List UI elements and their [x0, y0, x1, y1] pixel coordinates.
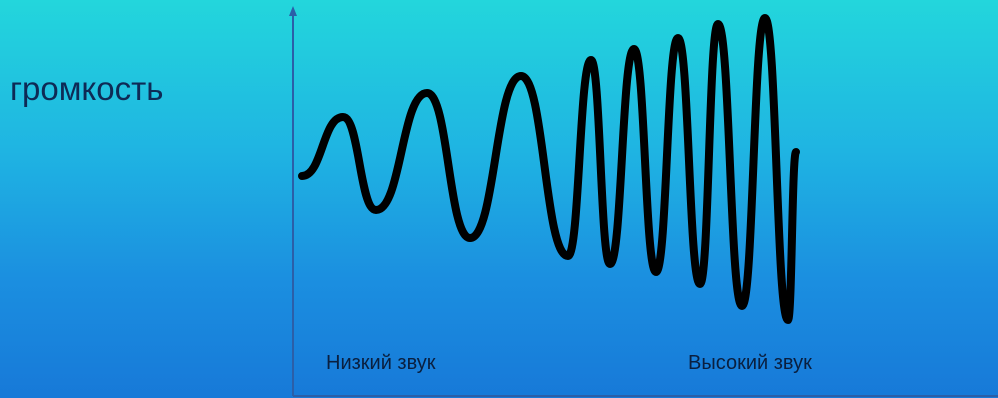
high-sound-label: Высокий звук: [688, 352, 812, 374]
y-axis-arrowhead: [289, 6, 297, 16]
low-sound-label: Низкий звук: [326, 352, 436, 374]
y-axis-label: громкость: [10, 70, 164, 107]
sound-wave: [298, 14, 800, 324]
